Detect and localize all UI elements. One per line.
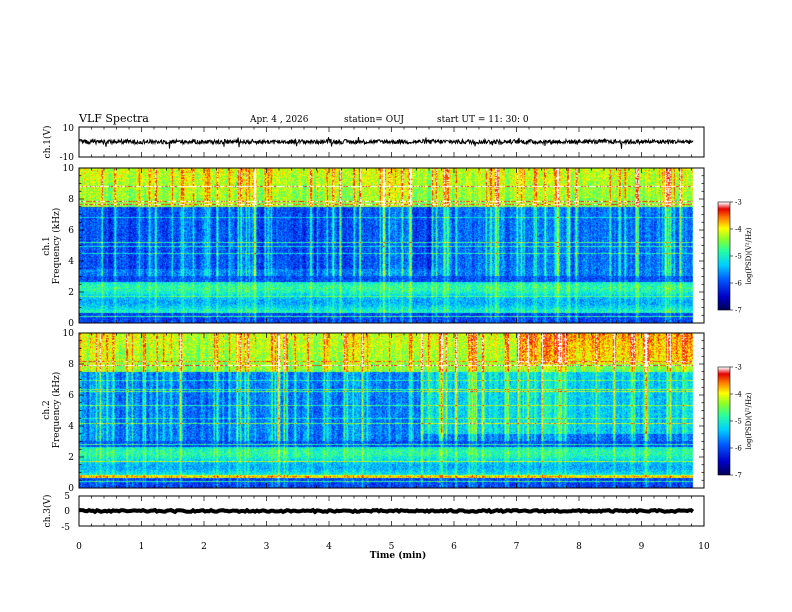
ch1-colorbar-gradient bbox=[718, 202, 730, 310]
ch1-spec-ylabel-channel: ch.1 bbox=[42, 236, 52, 255]
ch2-colorbar-ticks: -3 -4 -5 -6 -7 bbox=[730, 364, 742, 480]
ch1-ytick-bottom: -10 bbox=[60, 153, 75, 163]
x-tick-label: 0 bbox=[76, 542, 82, 552]
freq-tick-label: 4 bbox=[68, 422, 74, 432]
ch3-ytick-bottom: -5 bbox=[61, 523, 70, 533]
colorbar-tick-label: -6 bbox=[735, 280, 742, 288]
colorbar-tick-label: -4 bbox=[735, 391, 742, 399]
ch3-ytick-top: 5 bbox=[64, 492, 70, 502]
ch1-spectrogram-image bbox=[79, 168, 704, 323]
colorbar-tick-label: -4 bbox=[735, 226, 742, 234]
colorbar-tick-label: -3 bbox=[735, 364, 742, 372]
ch2-colorbar-label: log(PSD)(V²/Hz) bbox=[745, 392, 753, 449]
freq-tick-label: 10 bbox=[63, 164, 75, 174]
freq-tick-label: 2 bbox=[68, 288, 74, 298]
freq-tick-label: 0 bbox=[68, 484, 74, 494]
colorbar-tick-label: -5 bbox=[735, 418, 742, 426]
freq-tick-label: 4 bbox=[68, 257, 74, 267]
colorbar-tick-label: -7 bbox=[735, 472, 742, 480]
ch3-ytick-mid: 0 bbox=[64, 507, 70, 517]
ch1-spectrogram-holder bbox=[79, 168, 704, 323]
ch1-colorbar-ticks: -3 -4 -5 -6 -7 bbox=[730, 199, 742, 315]
ch2-spectrogram-image bbox=[79, 333, 704, 488]
colorbar-tick-label: -7 bbox=[735, 307, 742, 315]
ch2-colorbar-holder bbox=[718, 367, 730, 475]
x-tick-label: 9 bbox=[639, 542, 645, 552]
ch1-spec-ylabel-freq: Frequency (kHz) bbox=[51, 208, 62, 285]
ch1-freq-ticks: 0 2 4 6 8 10 bbox=[63, 164, 704, 329]
ch2-colorbar-gradient bbox=[718, 367, 730, 475]
ch3-ylabel: ch.3(V) bbox=[42, 495, 53, 528]
freq-tick-label: 10 bbox=[63, 329, 75, 339]
freq-tick-label: 8 bbox=[68, 195, 74, 205]
ch1-ylabel: ch.1(V) bbox=[42, 126, 53, 159]
x-tick-label: 4 bbox=[326, 542, 332, 552]
x-tick-label: 6 bbox=[451, 542, 457, 552]
x-tick-label: 2 bbox=[201, 542, 207, 552]
station-label: station= OUJ bbox=[344, 115, 404, 125]
x-tick-label: 5 bbox=[389, 542, 395, 552]
colorbar-tick-label: -6 bbox=[735, 445, 742, 453]
ch1-ytick-top: 10 bbox=[63, 124, 75, 134]
ch1-colorbar-holder bbox=[718, 202, 730, 310]
ch2-spec-ylabel-freq: Frequency (kHz) bbox=[51, 372, 62, 449]
x-axis-label: Time (min) bbox=[370, 550, 427, 561]
ch1-colorbar-label: log(PSD)(V²/Hz) bbox=[745, 227, 753, 284]
date-label: Apr. 4 , 2026 bbox=[249, 115, 309, 125]
freq-tick-label: 8 bbox=[68, 360, 74, 370]
freq-tick-label: 6 bbox=[68, 391, 74, 401]
x-tick-label: 7 bbox=[514, 542, 520, 552]
freq-tick-label: 2 bbox=[68, 453, 74, 463]
freq-tick-label: 0 bbox=[68, 319, 74, 329]
chart-title: VLF Spectra bbox=[78, 112, 149, 125]
x-tick-label: 3 bbox=[264, 542, 270, 552]
freq-tick-label: 6 bbox=[68, 226, 74, 236]
x-tick-label: 10 bbox=[698, 542, 710, 552]
x-tick-label: 1 bbox=[139, 542, 145, 552]
ch2-spectrogram-holder bbox=[79, 333, 704, 488]
ch2-freq-ticks: 0 2 4 6 8 10 bbox=[63, 329, 704, 494]
x-tick-labels: 0 1 2 3 4 5 6 7 8 9 10 bbox=[76, 542, 710, 552]
start-ut-label: start UT = 11: 30: 0 bbox=[437, 115, 529, 125]
x-tick-label: 8 bbox=[576, 542, 582, 552]
time-tick-marks bbox=[78, 127, 705, 526]
ch3-waveform-trace bbox=[79, 507, 695, 515]
ch1-waveform-trace bbox=[78, 137, 694, 149]
ch2-spec-ylabel-channel: ch.2 bbox=[42, 400, 52, 419]
colorbar-tick-label: -5 bbox=[735, 253, 742, 261]
colorbar-tick-label: -3 bbox=[735, 199, 742, 207]
